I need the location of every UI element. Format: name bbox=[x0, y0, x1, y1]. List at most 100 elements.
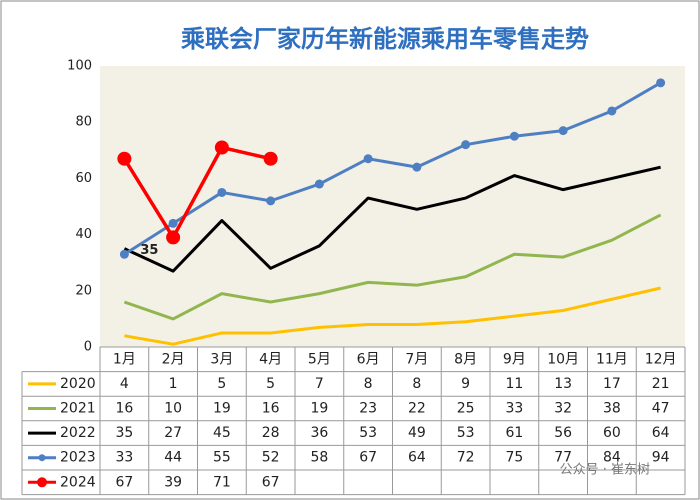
table-value: 10 bbox=[164, 401, 182, 417]
series-marker bbox=[363, 154, 373, 164]
legend-label: 2024 bbox=[60, 474, 96, 490]
table-value: 67 bbox=[262, 474, 280, 490]
series-line bbox=[122, 145, 272, 240]
table-value: 22 bbox=[408, 401, 426, 417]
table-value: 47 bbox=[652, 401, 670, 417]
legend-label: 2021 bbox=[60, 401, 96, 417]
series-marker bbox=[168, 218, 178, 228]
table-value: 77 bbox=[554, 450, 572, 466]
legend-marker bbox=[38, 454, 46, 462]
table-value: 49 bbox=[408, 425, 426, 441]
table-value: 11 bbox=[505, 376, 523, 392]
legend-marker bbox=[37, 477, 47, 488]
table-value: 75 bbox=[505, 450, 523, 466]
table-value: 27 bbox=[164, 425, 182, 441]
series-line bbox=[123, 81, 662, 256]
table-value: 71 bbox=[213, 474, 231, 490]
table-value: 5 bbox=[266, 376, 275, 392]
series-marker bbox=[314, 179, 324, 189]
series-marker bbox=[509, 131, 519, 141]
table-value: 38 bbox=[603, 401, 621, 417]
table-value: 5 bbox=[217, 376, 226, 392]
y-tick-label: 60 bbox=[75, 171, 92, 186]
series-marker bbox=[166, 230, 181, 245]
table-value: 60 bbox=[603, 425, 621, 441]
series-marker bbox=[412, 162, 422, 172]
watermark: 公众号 · 崔东树 bbox=[560, 462, 650, 478]
x-tick-label: 10月 bbox=[547, 351, 579, 367]
table-value: 9 bbox=[461, 376, 470, 392]
table-value: 4 bbox=[120, 376, 129, 392]
x-tick-label: 2月 bbox=[162, 351, 185, 367]
table-value: 72 bbox=[457, 450, 475, 466]
table-value: 17 bbox=[603, 376, 621, 392]
table-value: 67 bbox=[359, 450, 377, 466]
y-tick-label: 20 bbox=[75, 283, 92, 298]
y-tick-label: 40 bbox=[75, 227, 92, 242]
table-value: 8 bbox=[364, 376, 373, 392]
table-value: 53 bbox=[359, 425, 377, 441]
x-tick-label: 11月 bbox=[596, 351, 628, 367]
table-value: 64 bbox=[652, 425, 670, 441]
y-tick-label: 80 bbox=[75, 115, 92, 130]
table-value: 44 bbox=[164, 450, 182, 466]
data-label: 35 bbox=[140, 243, 158, 258]
series-marker bbox=[117, 151, 132, 166]
table-value: 67 bbox=[115, 474, 133, 490]
table-value: 13 bbox=[554, 376, 572, 392]
table-value: 55 bbox=[213, 450, 231, 466]
x-tick-label: 7月 bbox=[405, 351, 428, 367]
table-value: 45 bbox=[213, 425, 231, 441]
series-marker bbox=[558, 126, 568, 136]
x-tick-label: 6月 bbox=[357, 351, 380, 367]
table-value: 19 bbox=[213, 401, 231, 417]
legend-label: 2022 bbox=[60, 425, 96, 441]
series-line bbox=[124, 286, 661, 346]
table-value: 28 bbox=[262, 425, 280, 441]
series-marker bbox=[214, 140, 229, 155]
series-marker bbox=[266, 196, 276, 206]
table-value: 21 bbox=[652, 376, 670, 392]
table-value: 7 bbox=[315, 376, 324, 392]
table-value: 32 bbox=[554, 401, 572, 417]
series-marker bbox=[656, 78, 666, 88]
table-value: 16 bbox=[262, 401, 280, 417]
table-value: 16 bbox=[115, 401, 133, 417]
x-tick-label: 9月 bbox=[503, 351, 526, 367]
table-value: 39 bbox=[164, 474, 182, 490]
series-marker bbox=[217, 187, 227, 197]
table-value: 53 bbox=[457, 425, 475, 441]
table-value: 94 bbox=[652, 450, 670, 466]
table-value: 1 bbox=[169, 376, 178, 392]
table-value: 33 bbox=[505, 401, 523, 417]
x-tick-label: 4月 bbox=[259, 351, 282, 367]
table-value: 56 bbox=[554, 425, 572, 441]
x-tick-label: 5月 bbox=[308, 351, 331, 367]
legend-label: 2023 bbox=[60, 450, 96, 466]
series-marker bbox=[607, 106, 617, 116]
x-tick-label: 3月 bbox=[210, 351, 233, 367]
x-tick-label: 8月 bbox=[454, 351, 477, 367]
table-value: 58 bbox=[310, 450, 328, 466]
table-value: 36 bbox=[310, 425, 328, 441]
y-tick-label: 100 bbox=[67, 59, 92, 74]
table-value: 84 bbox=[603, 450, 621, 466]
series-line bbox=[123, 165, 661, 273]
chart-title: 乘联会厂家历年新能源乘用车零售走势 bbox=[180, 25, 589, 53]
x-tick-label: 1月 bbox=[113, 351, 136, 367]
table-value: 64 bbox=[408, 450, 426, 466]
x-tick-label: 12月 bbox=[645, 351, 677, 367]
table-value: 33 bbox=[115, 450, 133, 466]
y-tick-label: 0 bbox=[84, 340, 92, 355]
series-line bbox=[123, 213, 662, 321]
series-marker bbox=[119, 249, 129, 259]
table-value: 61 bbox=[505, 425, 523, 441]
table-value: 8 bbox=[412, 376, 421, 392]
series-marker bbox=[263, 151, 278, 166]
table-value: 52 bbox=[262, 450, 280, 466]
table-value: 23 bbox=[359, 401, 377, 417]
plot-area bbox=[100, 66, 685, 347]
table-value: 19 bbox=[310, 401, 328, 417]
legend-label: 2020 bbox=[60, 376, 96, 392]
